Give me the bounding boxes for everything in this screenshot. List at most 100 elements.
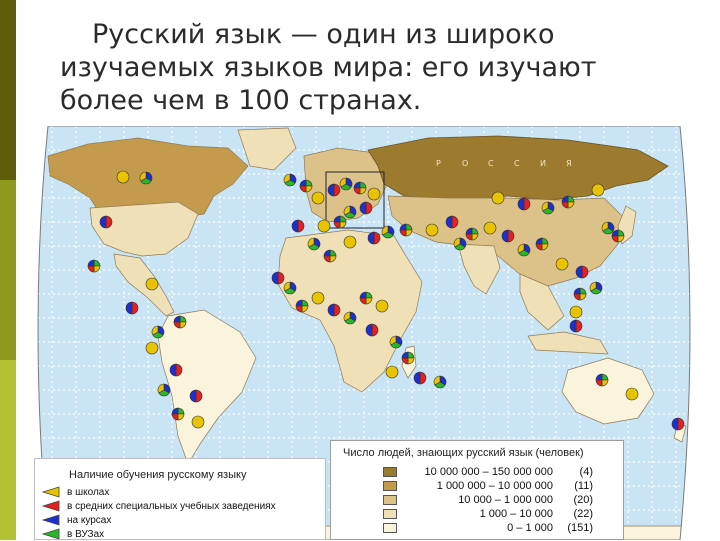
country-pie-marker: [317, 219, 331, 233]
country-pie-marker: [311, 291, 325, 305]
country-pie-marker: [401, 351, 415, 365]
pie-slice: [399, 223, 407, 231]
pie-slice: [483, 221, 497, 235]
map-frame: [37, 126, 691, 540]
pie-slice: [333, 215, 341, 223]
speakers-count: (4): [579, 465, 593, 478]
pie-slice: [311, 291, 325, 305]
south-america: [157, 309, 257, 465]
title-line-1: Русский язык — один из широко: [92, 19, 555, 50]
country-pie-marker: [465, 227, 479, 241]
pie-slice: [291, 219, 299, 233]
legend-speakers-row: 10 000 000 – 150 000 000 (4): [383, 465, 593, 478]
russia: [367, 135, 669, 201]
russia-label-letter: С: [488, 159, 494, 168]
pie-slice: [333, 303, 341, 317]
pie-slice: [373, 231, 381, 245]
pie-slice: [375, 299, 389, 313]
speakers-range: 0 – 1 000: [507, 521, 553, 534]
pie-slice: [307, 237, 315, 248]
country-pie-marker: [343, 205, 357, 219]
country-pie-marker: [433, 375, 447, 389]
pie-slice: [359, 201, 367, 215]
legend-teaching-title: Наличие обучения русскому языку: [69, 469, 247, 481]
country-pie-marker: [87, 259, 101, 273]
country-pie-marker: [365, 323, 379, 337]
country-pie-marker: [589, 281, 603, 295]
europe-inset-frame: [325, 171, 385, 229]
title-line-3: более чем в 100 странах.: [60, 85, 422, 116]
pie-slice: [131, 301, 139, 315]
pie-slice: [677, 417, 685, 431]
pie-slice: [601, 221, 609, 232]
country-pie-marker: [425, 223, 439, 237]
pie-slice: [507, 229, 515, 243]
pie-slice: [353, 181, 361, 189]
country-pie-marker: [323, 249, 337, 263]
country-pie-marker: [491, 191, 505, 205]
pie-slice: [569, 305, 583, 319]
speakers-count: (151): [567, 521, 593, 534]
pie-slice: [595, 373, 603, 381]
country-pie-marker: [271, 271, 285, 285]
country-pie-marker: [299, 179, 313, 193]
pie-slice: [145, 277, 159, 291]
pie-slice: [501, 229, 509, 243]
country-pie-marker: [359, 201, 373, 215]
pie-slice: [99, 215, 107, 229]
pie-slice: [367, 231, 375, 245]
country-pie-marker: [453, 237, 467, 251]
pie-slice: [365, 201, 373, 215]
pie-slice: [465, 227, 473, 235]
legend-item-courses: на курсах: [41, 513, 111, 527]
pie-slice: [491, 191, 505, 205]
russia-label-letter: Р: [436, 159, 441, 168]
country-pie-marker: [517, 197, 531, 211]
pie-slice: [87, 259, 95, 267]
russia-label-letter: И: [540, 159, 546, 168]
pie-slice: [671, 417, 679, 431]
pie-slice: [283, 173, 291, 184]
country-pie-marker: [327, 303, 341, 317]
pie-slice: [333, 183, 341, 197]
pie-slice: [523, 197, 531, 211]
greenland: [237, 127, 297, 171]
country-pie-marker: [343, 235, 357, 249]
pie-slice: [385, 365, 399, 379]
pie-slice: [295, 299, 303, 307]
pie-slice: [173, 315, 181, 323]
country-pie-marker: [541, 201, 555, 215]
pie-slice: [389, 335, 397, 346]
country-pie-marker: [283, 281, 297, 295]
country-pie-marker: [385, 365, 399, 379]
country-pie-marker: [343, 311, 357, 325]
pie-slice: [297, 219, 305, 233]
country-pie-marker: [157, 383, 171, 397]
pie-slice: [125, 301, 133, 315]
country-pie-marker: [399, 223, 413, 237]
legend-speakers-row: 1 000 000 – 10 000 000 (11): [383, 479, 593, 492]
country-pie-marker: [151, 325, 165, 339]
country-pie-marker: [389, 335, 403, 349]
speakers-count: (20): [573, 493, 593, 506]
pie-slice: [419, 371, 427, 385]
pie-slice: [591, 183, 605, 197]
country-pie-marker: [535, 237, 549, 251]
speakers-range: 1 000 000 – 10 000 000: [436, 479, 553, 492]
australia: [561, 357, 655, 425]
pie-slice: [365, 323, 373, 337]
color-swatch: [383, 494, 397, 505]
africa: [277, 229, 423, 393]
pie-slice: [139, 171, 147, 182]
country-pie-marker: [413, 371, 427, 385]
country-markers: [87, 170, 685, 431]
speakers-count: (22): [573, 507, 593, 520]
country-pie-marker: [611, 229, 625, 243]
country-pie-marker: [173, 315, 187, 329]
country-pie-marker: [116, 170, 130, 184]
country-pie-marker: [501, 229, 515, 243]
country-pie-marker: [445, 215, 459, 229]
country-pie-marker: [573, 287, 587, 301]
speakers-range: 1 000 – 10 000: [479, 507, 553, 520]
